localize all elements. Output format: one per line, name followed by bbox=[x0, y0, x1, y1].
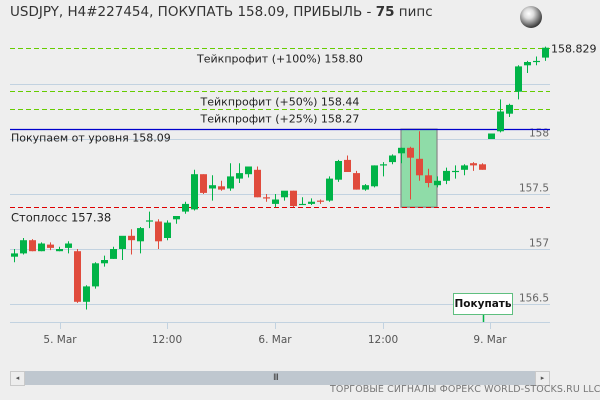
candle-up bbox=[371, 165, 378, 187]
candle-up bbox=[56, 249, 63, 252]
candle-up bbox=[299, 203, 306, 206]
candle-up bbox=[308, 201, 315, 204]
candle-up bbox=[524, 62, 531, 66]
candle-up bbox=[137, 228, 144, 242]
globe-icon[interactable] bbox=[520, 6, 542, 28]
candlestick-chart: 156.5 157 157.5 158 5. Mar 12:00 6. Mar 12:00 9.… bbox=[10, 43, 597, 346]
x-tick-label: 6. Mar bbox=[258, 334, 292, 346]
candle-up bbox=[506, 104, 513, 114]
candle-up bbox=[398, 147, 405, 154]
candle-up bbox=[443, 170, 450, 181]
candle-up bbox=[236, 173, 243, 179]
candle-up bbox=[83, 286, 90, 302]
candle-up bbox=[326, 178, 333, 201]
candle-up bbox=[281, 190, 288, 198]
candle-up bbox=[434, 180, 441, 186]
title-prefix: USDJPY, H4#227454, ПОКУПАТЬ 158.09, ПРИБ… bbox=[10, 4, 376, 20]
candle-down bbox=[317, 200, 324, 202]
candle-down bbox=[416, 158, 423, 176]
candle-up bbox=[542, 47, 549, 58]
candle-up bbox=[119, 235, 126, 249]
candle-down bbox=[155, 221, 162, 242]
candle-up bbox=[515, 66, 522, 92]
x-tick-label: 12:00 bbox=[152, 334, 182, 346]
x-tick-label: 9. Mar bbox=[473, 334, 507, 346]
profit-unit: пипс bbox=[394, 4, 433, 20]
candle-up bbox=[173, 216, 180, 220]
chart-title: USDJPY, H4#227454, ПОКУПАТЬ 158.09, ПРИБ… bbox=[10, 4, 433, 20]
scroll-right-button[interactable]: ▸ bbox=[535, 371, 550, 386]
candle-up bbox=[146, 220, 153, 222]
footer-credit: ТОРГОВЫЕ СИГНАЛЫ ФОРЕКС WORLD-STOCKS.RU … bbox=[330, 384, 600, 395]
candle-up bbox=[20, 240, 27, 254]
candle-up bbox=[227, 176, 234, 189]
candle-down bbox=[200, 174, 207, 193]
candle-down bbox=[470, 163, 477, 166]
current-price-label: 158.829 bbox=[551, 43, 597, 56]
candle-down bbox=[290, 190, 297, 207]
candle-up bbox=[389, 155, 396, 163]
scroll-left-button[interactable]: ◂ bbox=[10, 371, 25, 386]
candle-down bbox=[344, 159, 351, 172]
candle-down bbox=[425, 175, 432, 183]
candle-down bbox=[218, 186, 225, 190]
candle-up bbox=[209, 185, 216, 189]
candle-up bbox=[38, 243, 45, 252]
candle-up bbox=[461, 165, 468, 170]
candle-up bbox=[272, 199, 279, 204]
candle-up bbox=[380, 164, 387, 166]
candle-up bbox=[182, 203, 189, 212]
candle-up bbox=[164, 222, 171, 238]
takeprofit-50-label: Тейкпрофит (+50%) 158.44 bbox=[200, 96, 360, 109]
candle-up bbox=[335, 161, 342, 180]
candle-up bbox=[110, 249, 117, 259]
candle-down bbox=[128, 235, 135, 241]
candle-up bbox=[245, 166, 252, 175]
candle-down bbox=[74, 251, 81, 302]
candle-down bbox=[353, 173, 360, 190]
candle-up bbox=[452, 170, 459, 173]
candle-down bbox=[47, 244, 54, 248]
candle-up bbox=[533, 60, 540, 63]
y-tick-label: 156.5 bbox=[519, 293, 549, 305]
horizontal-scrollbar[interactable]: ◂ III ▸ bbox=[10, 371, 550, 386]
candle-up bbox=[65, 243, 72, 248]
candle-down bbox=[407, 147, 414, 158]
stoploss-label: Стоплосс 157.38 bbox=[11, 211, 111, 225]
buy-button[interactable]: Покупать bbox=[453, 293, 513, 315]
candle-up bbox=[101, 260, 108, 264]
candle-up bbox=[11, 253, 18, 257]
candle-down bbox=[479, 164, 486, 170]
candle-up bbox=[191, 174, 198, 210]
candle-up bbox=[488, 133, 495, 139]
candle-up bbox=[362, 185, 369, 190]
candle-down bbox=[29, 240, 36, 252]
y-tick-label: 157 bbox=[529, 238, 549, 250]
x-tick-label: 12:00 bbox=[368, 334, 398, 346]
candle-down bbox=[263, 197, 270, 199]
candle-down bbox=[254, 169, 261, 198]
candle-up bbox=[92, 263, 99, 287]
y-tick-label: 158 bbox=[529, 128, 549, 140]
entry-label: Покупаем от уровня 158.09 bbox=[11, 132, 171, 145]
profit-value: 75 bbox=[375, 4, 395, 20]
scroll-grip-icon[interactable]: III bbox=[273, 373, 279, 383]
takeprofit-100-label: Тейкпрофит (+100%) 158.80 bbox=[196, 53, 363, 66]
x-tick-label: 5. Mar bbox=[43, 334, 77, 346]
candle-up bbox=[497, 111, 504, 132]
y-tick-label: 157.5 bbox=[519, 183, 549, 195]
takeprofit-25-label: Тейкпрофит (+25%) 158.27 bbox=[200, 113, 360, 126]
